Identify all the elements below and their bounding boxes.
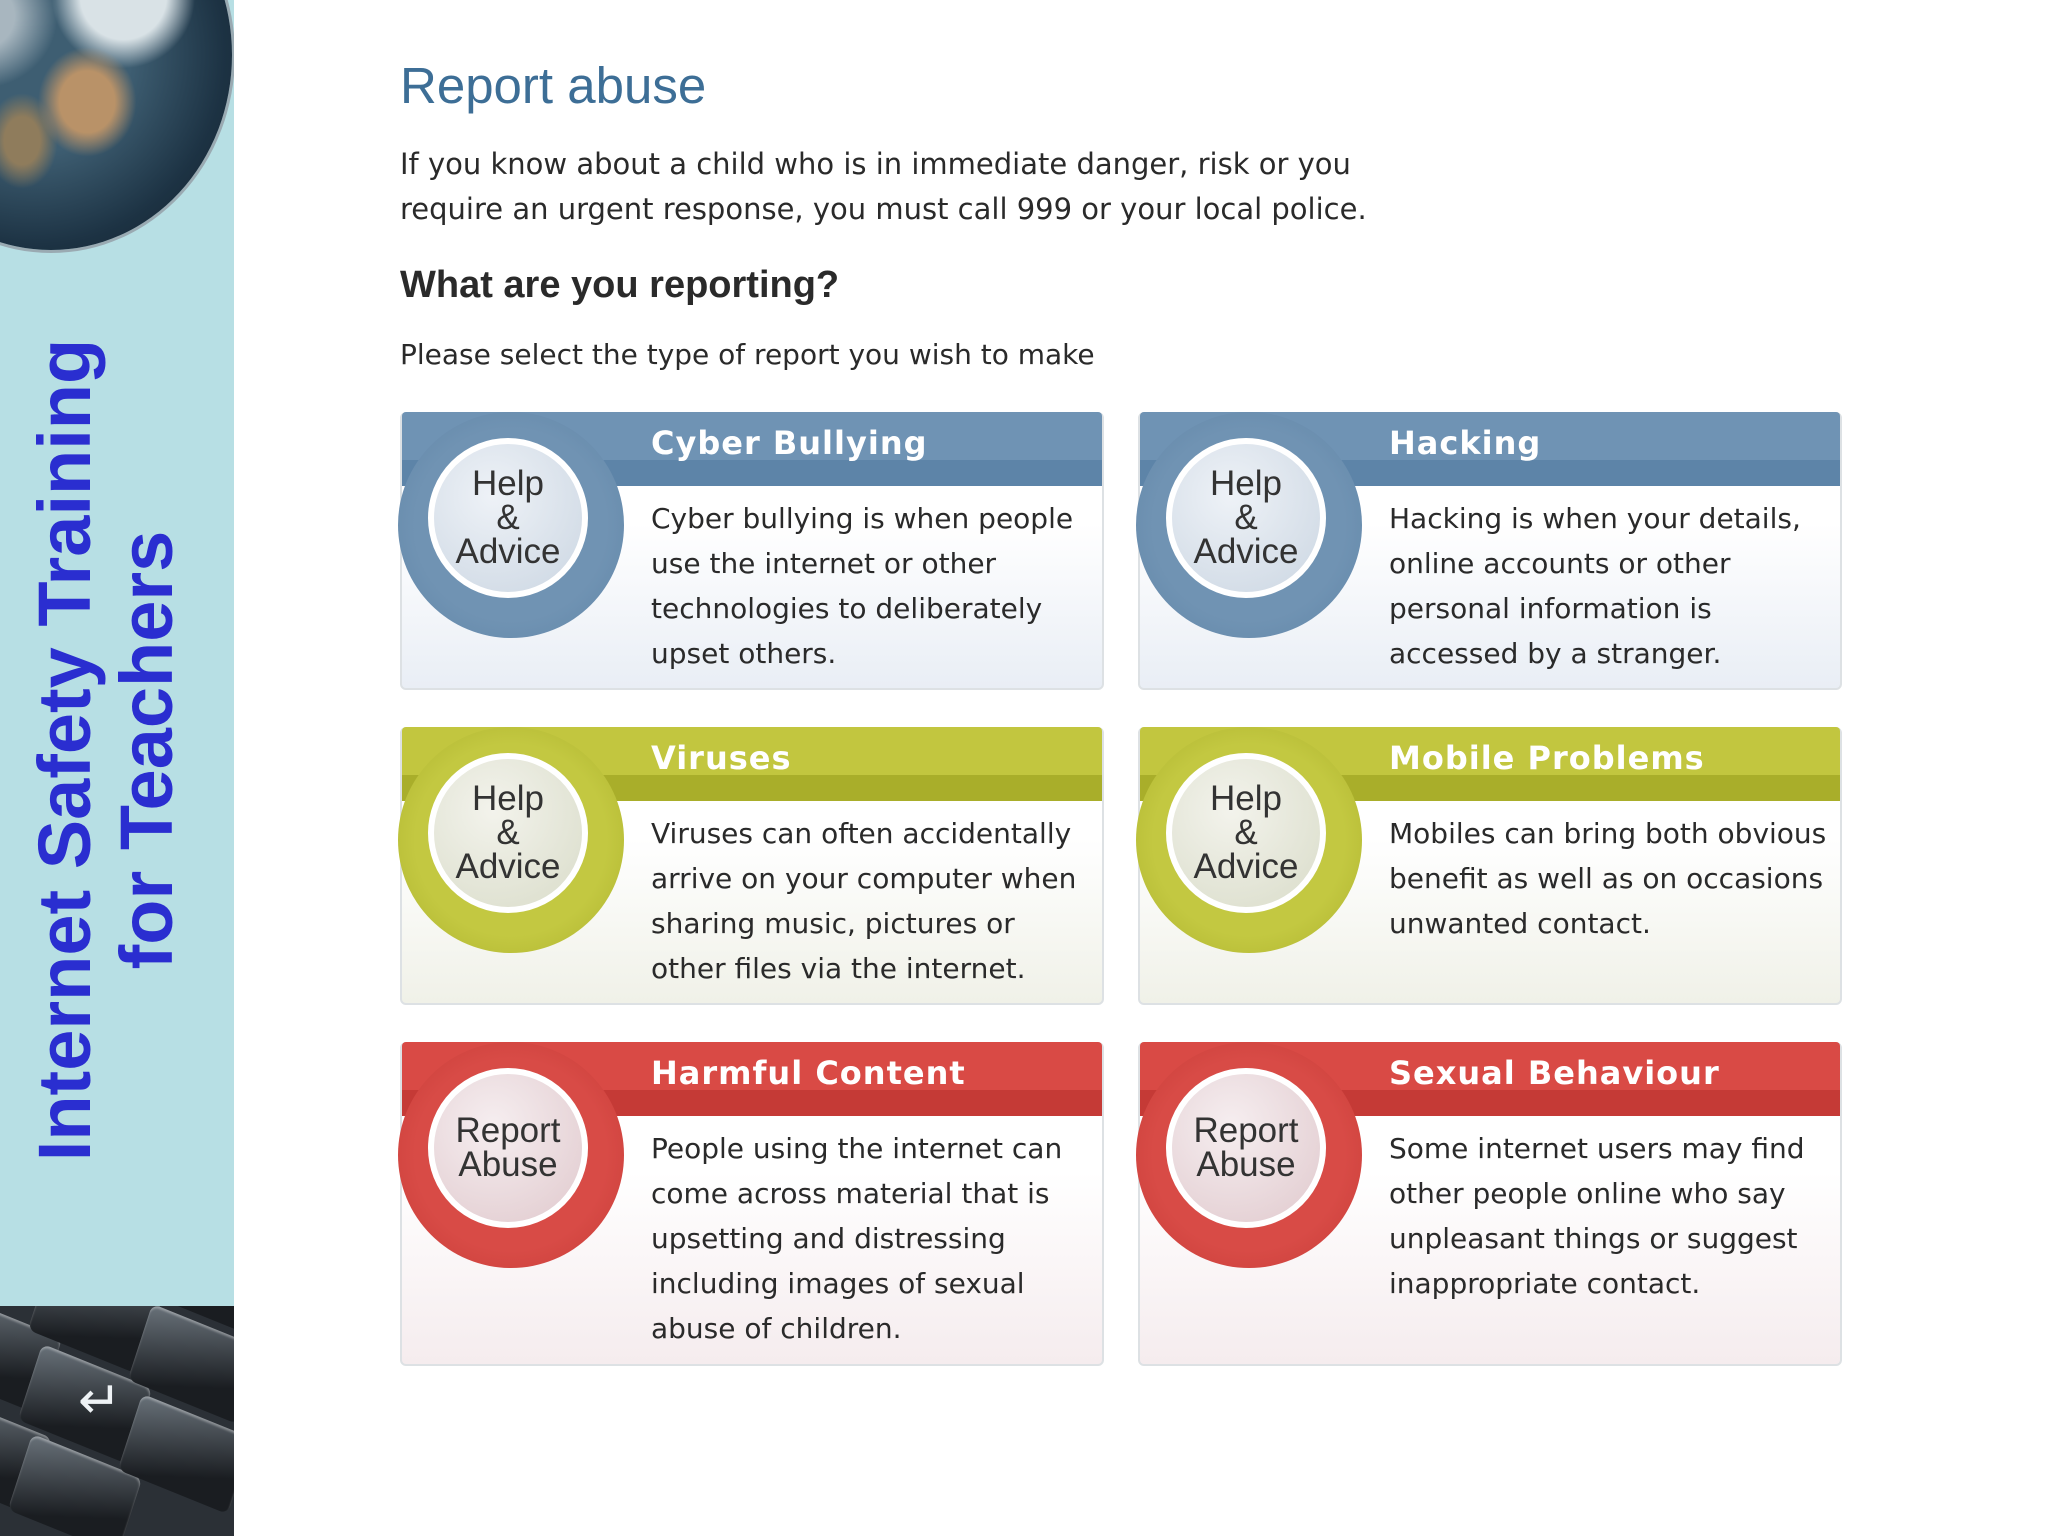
- card-sexual-behaviour[interactable]: Report Abuse Sexual Behaviour Some inter…: [1136, 1042, 1842, 1366]
- badge-line: Advice: [455, 532, 561, 571]
- badge-line: Advice: [455, 847, 561, 886]
- badge-line: Help: [1210, 464, 1282, 503]
- help-advice-badge[interactable]: Help & Advice: [1136, 727, 1362, 953]
- slide-title-line1: Internet Safety Training: [23, 338, 106, 1162]
- badge-line: &: [496, 813, 520, 852]
- card-header: [402, 1042, 1102, 1116]
- card-title[interactable]: Sexual Behaviour: [1389, 1054, 1720, 1092]
- badge-line: &: [496, 498, 520, 537]
- badge-line: Abuse: [458, 1145, 558, 1184]
- report-abuse-badge[interactable]: Report Abuse: [398, 1042, 624, 1268]
- badge-line: Help: [1210, 779, 1282, 818]
- card-title[interactable]: Harmful Content: [651, 1054, 966, 1092]
- card-title[interactable]: Hacking: [1389, 424, 1542, 462]
- card-title[interactable]: Cyber Bullying: [651, 424, 928, 462]
- help-advice-badge[interactable]: Help & Advice: [398, 727, 624, 953]
- intro-text: If you know about a child who is in imme…: [400, 147, 1367, 226]
- card-title[interactable]: Mobile Problems: [1389, 739, 1705, 777]
- badge-line: &: [1234, 498, 1258, 537]
- badge-line: Advice: [1193, 847, 1299, 886]
- instruction-text: Please select the type of report you wis…: [400, 338, 1095, 371]
- card-viruses[interactable]: Help & Advice Viruses Viruses can often …: [398, 727, 1104, 1005]
- card-description: People using the internet can come acros…: [651, 1132, 1063, 1345]
- badge-line: Help: [472, 464, 544, 503]
- slide-sidebar: Internet Safety Training for Teachers ↵: [0, 0, 234, 1536]
- card-harmful-content[interactable]: Report Abuse Harmful Content People usin…: [398, 1042, 1104, 1366]
- badge-line: Help: [472, 779, 544, 818]
- help-advice-badge[interactable]: Help & Advice: [1136, 412, 1362, 638]
- badge-line: Report: [455, 1111, 561, 1150]
- slide-title-line2: for Teachers: [105, 530, 188, 970]
- card-hacking[interactable]: Help & Advice Hacking Hacking is when yo…: [1136, 412, 1842, 690]
- page-title: Report abuse: [400, 57, 707, 114]
- keyboard-image: [0, 1306, 234, 1536]
- return-key-icon: ↵: [78, 1371, 122, 1431]
- report-abuse-badge[interactable]: Report Abuse: [1136, 1042, 1362, 1268]
- card-description: Hacking is when your details, online acc…: [1389, 502, 1801, 670]
- globe-image: [0, 0, 232, 250]
- slide-title: Internet Safety Training for Teachers: [23, 320, 188, 1180]
- card-description: Viruses can often accidentally arrive on…: [651, 817, 1077, 985]
- card-description: Some internet users may find other peopl…: [1389, 1132, 1805, 1300]
- card-title[interactable]: Viruses: [651, 739, 792, 777]
- card-mobile-problems[interactable]: Help & Advice Mobile Problems Mobiles ca…: [1136, 727, 1842, 1005]
- badge-line: Report: [1193, 1111, 1299, 1150]
- badge-line: &: [1234, 813, 1258, 852]
- card-description: Cyber bullying is when people use the in…: [651, 502, 1074, 670]
- badge-line: Abuse: [1196, 1145, 1296, 1184]
- card-description: Mobiles can bring both obvious benefit a…: [1389, 817, 1827, 940]
- badge-line: Advice: [1193, 532, 1299, 571]
- section-heading: What are you reporting?: [400, 264, 840, 306]
- help-advice-badge[interactable]: Help & Advice: [398, 412, 624, 638]
- card-cyber-bullying[interactable]: Help & Advice Cyber Bullying Cyber bully…: [398, 412, 1104, 690]
